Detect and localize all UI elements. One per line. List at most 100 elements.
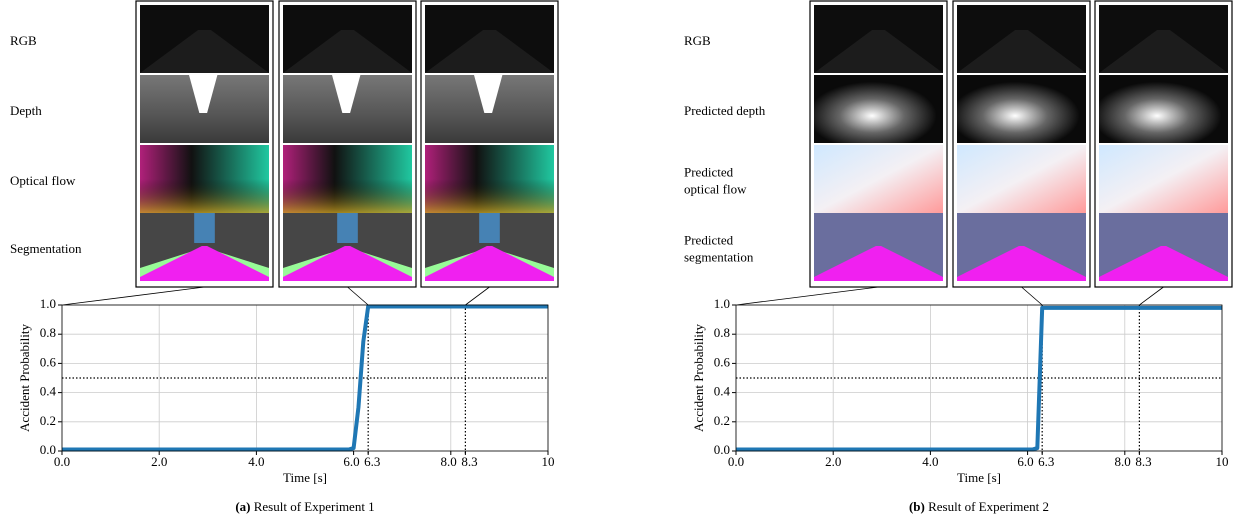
x-tick-label: 8.0 (441, 454, 457, 469)
image-panel (957, 213, 1086, 281)
y-tick-label: 0.6 (40, 354, 57, 369)
y-tick-label: 1.0 (40, 296, 56, 311)
image (957, 30, 1086, 73)
x-tick-label: 4.0 (248, 454, 264, 469)
image (337, 213, 358, 243)
image (425, 30, 554, 73)
row-label: RGB (10, 33, 37, 48)
image-panel (957, 145, 1086, 213)
row-label: Depth (10, 103, 42, 118)
y-axis-label: Accident Probability (17, 324, 32, 432)
image-panel (814, 213, 943, 281)
image (283, 145, 412, 213)
row-label: Segmentation (10, 241, 82, 256)
image-panel (283, 213, 412, 281)
x-tick-label: 8.3 (1135, 454, 1151, 469)
y-tick-label: 0.0 (40, 442, 56, 457)
connector (61, 286, 205, 306)
caption-tag: (a) (235, 499, 250, 514)
image-panel (814, 145, 943, 213)
x-tick-label: 6.3 (1038, 454, 1054, 469)
image (140, 246, 269, 281)
image-panel (140, 213, 269, 281)
image-panel (283, 145, 412, 213)
image (140, 30, 269, 73)
x-tick-label: 10 (1216, 454, 1229, 469)
image-panel (1099, 213, 1228, 281)
y-tick-label: 0.8 (40, 325, 56, 340)
image (1099, 75, 1228, 143)
row-label: segmentation (684, 249, 754, 264)
row-label: RGB (684, 33, 711, 48)
y-tick-label: 0.6 (714, 354, 731, 369)
row-label: Predicted (684, 164, 734, 179)
x-tick-label: 6.0 (1017, 454, 1033, 469)
connector (465, 286, 490, 306)
image-panel (814, 5, 943, 73)
connector (1021, 286, 1043, 306)
image-panel (1099, 5, 1228, 73)
data-line (736, 305, 1222, 452)
x-axis-label: Time [s] (283, 470, 327, 485)
image (140, 145, 269, 213)
x-tick-label: 2.0 (825, 454, 841, 469)
connector (347, 286, 369, 306)
image-panel (140, 75, 269, 143)
x-axis-label: Time [s] (957, 470, 1001, 485)
x-tick-label: 10 (542, 454, 555, 469)
x-tick-label: 4.0 (922, 454, 938, 469)
image (425, 246, 554, 281)
image (1099, 246, 1228, 281)
x-tick-label: 2.0 (151, 454, 167, 469)
image-panel (140, 5, 269, 73)
caption: (b) Result of Experiment 2 (909, 499, 1049, 514)
image (1099, 30, 1228, 73)
image (283, 246, 412, 281)
row-label: optical flow (684, 181, 747, 196)
image (1099, 145, 1228, 213)
image (425, 145, 554, 213)
x-tick-label: 0.0 (728, 454, 744, 469)
connector (735, 286, 879, 306)
caption-text: Result of Experiment 2 (928, 499, 1049, 514)
image (479, 213, 500, 243)
plot-frame (61, 304, 549, 452)
image (814, 75, 943, 143)
y-tick-label: 0.8 (714, 325, 730, 340)
caption-tag: (b) (909, 499, 925, 514)
y-tick-label: 0.4 (714, 384, 731, 399)
image-panel (957, 5, 1086, 73)
image-panel (957, 75, 1086, 143)
x-tick-label: 8.3 (461, 454, 477, 469)
data-line (62, 304, 548, 452)
caption: (a) Result of Experiment 1 (235, 499, 374, 514)
y-tick-label: 1.0 (714, 296, 730, 311)
image-panel (425, 75, 554, 143)
image (814, 145, 943, 213)
x-tick-label: 0.0 (54, 454, 70, 469)
plot-frame (735, 304, 1223, 452)
image-panel (425, 5, 554, 73)
connector (1139, 286, 1164, 306)
image-panel (425, 145, 554, 213)
image-panel (1099, 75, 1228, 143)
image (283, 30, 412, 73)
image (814, 246, 943, 281)
image (957, 75, 1086, 143)
row-label: Predicted (684, 232, 734, 247)
image (957, 145, 1086, 213)
row-label: Optical flow (10, 173, 76, 188)
image (189, 75, 218, 113)
y-axis-label: Accident Probability (691, 324, 706, 432)
caption-text: Result of Experiment 1 (254, 499, 375, 514)
y-tick-label: 0.2 (40, 413, 56, 428)
image (814, 30, 943, 73)
image-panel (1099, 145, 1228, 213)
y-tick-label: 0.0 (714, 442, 730, 457)
image-panel (140, 145, 269, 213)
image (474, 75, 503, 113)
image (194, 213, 215, 243)
y-tick-label: 0.2 (714, 413, 730, 428)
image-panel (425, 213, 554, 281)
